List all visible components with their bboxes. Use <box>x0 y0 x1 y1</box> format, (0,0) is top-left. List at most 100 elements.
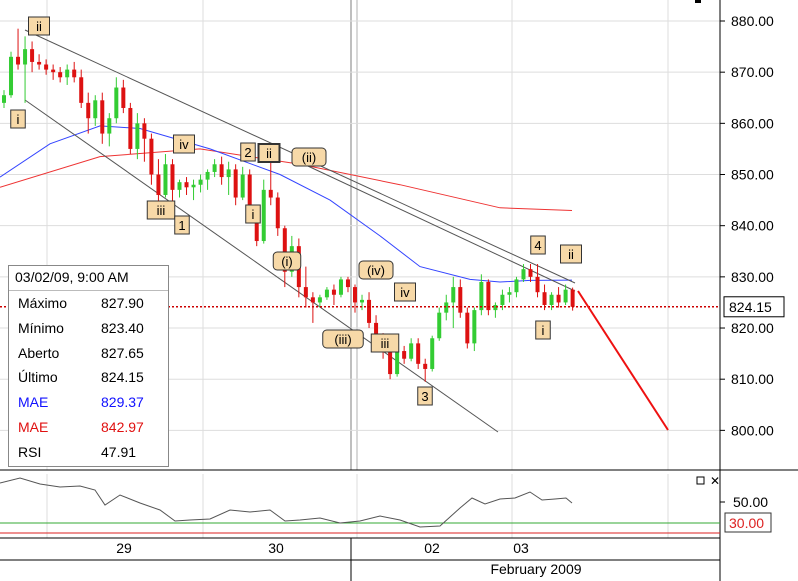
wave-label: ii <box>568 247 574 262</box>
candle-up <box>563 289 568 303</box>
candle-up <box>240 174 245 198</box>
price-tick-label: 810.00 <box>731 371 774 387</box>
wave-label: (ii) <box>302 150 316 165</box>
info-row-mae-red: MAE 842.97 <box>9 415 168 440</box>
candle-down <box>458 287 463 313</box>
price-tick-label: 830.00 <box>731 269 774 285</box>
candle-up <box>514 279 519 293</box>
candle-down <box>486 281 491 311</box>
candle-down <box>556 294 561 303</box>
maximize-icon[interactable] <box>696 476 705 485</box>
candle-up <box>451 287 456 303</box>
info-value: 47.91 <box>101 443 137 460</box>
candle-down <box>374 322 379 339</box>
price-tick-label: 850.00 <box>731 167 774 183</box>
candle-up <box>135 123 140 149</box>
info-row-aberto: Aberto 827.65 <box>9 341 168 366</box>
wave-label-box <box>240 142 256 162</box>
candle-down <box>423 363 428 369</box>
wave-label: (i) <box>281 254 293 269</box>
wave-label-box <box>257 143 281 163</box>
candle-up <box>472 310 477 344</box>
candle-up <box>507 292 512 295</box>
candle-down <box>86 102 91 119</box>
rsi-line <box>0 477 573 528</box>
candle-down <box>233 169 238 198</box>
wave-label-box <box>417 386 433 406</box>
candle-up <box>114 87 119 119</box>
candle-up <box>9 56 14 96</box>
candle-up <box>261 189 266 242</box>
last-price-box <box>723 296 785 318</box>
candle-down <box>128 107 133 149</box>
info-label: Aberto <box>18 344 60 361</box>
info-row-maximo: Máximo 827.90 <box>9 291 168 316</box>
rsi-tick-label: 50.00 <box>733 494 768 510</box>
candle-down <box>58 72 63 78</box>
candle-up <box>338 279 343 295</box>
candle-down <box>184 182 189 188</box>
candle-down <box>402 351 407 359</box>
rsi-tick-label: 30.00 <box>729 515 764 531</box>
info-value: 824.15 <box>101 369 144 386</box>
info-label: RSI <box>18 443 42 460</box>
wave-label: i <box>252 207 255 222</box>
wave-label: (iii) <box>334 332 351 347</box>
price-tick-label: 800.00 <box>731 422 774 438</box>
info-box: 03/02/09, 9:00 AM Máximo 827.90 Mínimo 823… <box>8 265 169 467</box>
candle-down <box>142 123 147 139</box>
wave-label: 1 <box>178 218 185 233</box>
wave-label: ii <box>266 146 272 161</box>
wave-label: iv <box>400 285 410 300</box>
candle-down <box>156 174 161 195</box>
mae-blue-line <box>0 125 573 283</box>
info-label: Mínimo <box>18 319 64 336</box>
candle-up <box>444 302 449 313</box>
price-tick-label: 880.00 <box>731 13 774 29</box>
info-row-rsi: RSI 47.91 <box>9 440 168 465</box>
price-tick-label: 840.00 <box>731 218 774 234</box>
wave-label: 3 <box>421 389 428 404</box>
trend-channel-line <box>24 99 499 433</box>
month-label: February 2009 <box>490 561 581 577</box>
candle-up <box>324 289 329 298</box>
candle-up <box>409 343 414 359</box>
info-row-ultimo: Último 824.15 <box>9 365 168 390</box>
candle-down <box>268 189 273 198</box>
candle-up <box>549 294 554 305</box>
info-value: 842.97 <box>101 418 144 435</box>
candle-down <box>353 287 357 303</box>
wave-label-box <box>174 215 190 235</box>
candle-up <box>521 269 526 280</box>
forecast-line <box>577 290 669 431</box>
price-tick-label: 820.00 <box>731 320 774 336</box>
close-icon[interactable]: ✕ <box>710 474 720 488</box>
mae-red-line <box>0 148 573 211</box>
info-value: 829.37 <box>101 394 144 411</box>
info-header: 03/02/09, 9:00 AM <box>15 269 129 285</box>
wave-label: iv <box>179 137 189 152</box>
wave-label-box <box>10 109 26 129</box>
candle-down <box>416 343 421 364</box>
candle-down <box>282 228 287 272</box>
candle-down <box>310 297 315 303</box>
candle-down <box>345 279 350 288</box>
candle-up <box>437 312 442 339</box>
price-tick-label: 860.00 <box>731 115 774 131</box>
candle-down <box>331 289 336 295</box>
candle-up <box>191 184 196 188</box>
candle-up <box>198 179 203 185</box>
candle-down <box>219 164 224 178</box>
wave-label: 2 <box>244 145 251 160</box>
candle-up <box>500 294 505 305</box>
handle-icon[interactable] <box>695 0 701 3</box>
rsi-level-box <box>724 512 772 533</box>
info-row-minimo: Mínimo 823.40 <box>9 316 168 341</box>
info-value: 823.40 <box>101 319 144 336</box>
wave-label: i <box>17 112 20 127</box>
candle-down <box>535 276 540 293</box>
candle-down <box>170 164 175 190</box>
candle-down <box>247 174 252 216</box>
wave-label-box <box>322 329 364 349</box>
info-row-mae-blue: MAE 829.37 <box>9 390 168 415</box>
